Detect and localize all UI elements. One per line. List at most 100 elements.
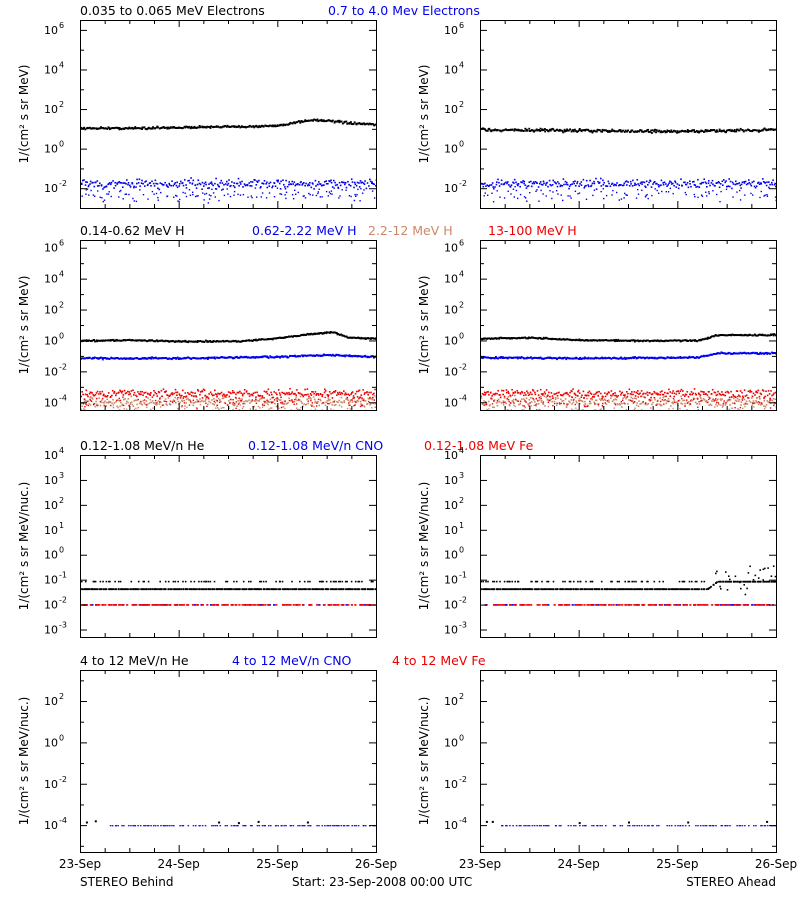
data-point [717,390,719,393]
data-point [693,398,696,400]
data-point [486,408,488,410]
data-point [559,588,562,590]
data-point [686,391,689,393]
data-point [343,390,345,392]
data-point [615,338,617,341]
data-point [550,398,552,401]
data-point [698,186,701,188]
data-point [310,409,313,410]
data-point [266,588,269,590]
data-point [625,397,627,400]
data-point [108,400,110,403]
data-point [483,337,485,340]
data-point [184,126,187,129]
data-point [764,405,767,408]
data-point [482,580,484,583]
data-point [240,400,243,403]
data-point [159,406,162,408]
data-point [271,393,273,396]
data-point [189,393,191,395]
data-point [697,409,699,410]
data-point [366,391,368,393]
data-point [764,182,766,184]
data-point [702,338,704,341]
data-point [117,580,120,583]
data-point [297,183,299,185]
data-point [269,181,272,184]
data-point [565,358,568,361]
data-point [301,120,304,123]
data-point [547,401,549,404]
data-point [364,400,367,402]
data-point [194,340,197,343]
data-point [291,391,293,393]
data-point [296,121,299,124]
data-point [700,194,703,196]
data-point [523,357,526,360]
data-point [711,129,713,132]
data-point [213,356,216,359]
data-point [736,128,739,131]
data-point [511,588,514,591]
data-point [194,392,196,394]
data-point [710,129,712,132]
data-point [485,401,487,403]
data-point [318,181,320,183]
data-point [372,580,374,583]
data-point [245,391,248,393]
data-point [613,402,616,405]
data-point [303,403,305,405]
data-point [182,191,184,194]
data-point [110,588,112,590]
data-point [603,129,606,132]
data-point [543,357,546,360]
data-point [683,356,686,359]
data-point [769,183,771,186]
data-point [578,128,581,130]
data-point [731,333,734,336]
data-point [639,182,642,185]
data-point [166,195,169,197]
data-point [173,392,175,395]
data-point [355,123,358,126]
data-point [679,390,682,392]
data-point [749,183,752,185]
data-point [263,180,266,182]
data-point [770,399,772,401]
data-point [99,580,102,583]
data-point [501,129,504,132]
data-point [235,580,238,583]
data-point [759,351,762,354]
data-point [235,397,238,400]
data-point [710,404,713,407]
data-point [239,181,241,184]
data-point [122,396,124,398]
data-point [696,409,698,410]
data-point [484,192,486,194]
data-point [124,398,126,400]
data-point [160,389,163,392]
data-point [495,357,498,360]
data-point [175,340,177,343]
data-point [369,396,371,399]
data-point [85,127,88,130]
data-point [533,182,536,185]
data-point [624,180,627,183]
data-point [586,394,588,396]
data-point [126,588,128,591]
data-point [132,197,134,200]
data-point [323,604,326,606]
data-point [482,588,485,591]
data-point [237,177,240,180]
data-point [248,392,251,395]
data-point [617,357,620,360]
data-point [247,392,249,395]
data-point [687,186,690,189]
data-point [268,192,271,194]
data-point [552,405,554,407]
data-point [358,122,361,124]
data-point [760,393,763,396]
data-point [340,354,342,357]
data-point [371,182,373,184]
